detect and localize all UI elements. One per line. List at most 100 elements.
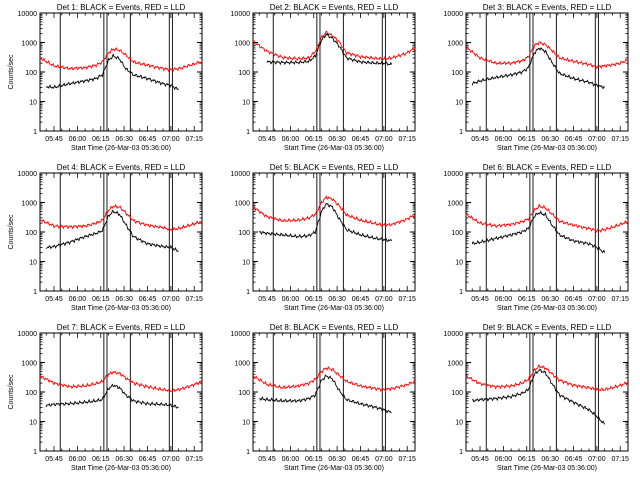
x-tick-label: 06:00 — [495, 136, 513, 143]
x-tick-label: 05:45 — [258, 456, 276, 463]
y-tick-label: 10 — [455, 420, 463, 427]
x-tick-label: 06:45 — [352, 296, 370, 303]
y-tick-label: 1 — [246, 449, 250, 456]
x-axis-label: Start Time (26-Mar-03 05:36:00) — [71, 145, 171, 152]
lld-series-line — [39, 47, 203, 73]
y-tick-label: 1000 — [234, 201, 250, 208]
lld-series-line — [39, 370, 203, 393]
y-tick-label: 100 — [451, 230, 463, 237]
x-tick-label: 06:45 — [565, 456, 583, 463]
x-tick-label: 06:30 — [115, 456, 133, 463]
x-tick-label: 06:30 — [328, 456, 346, 463]
y-tick-label: 1000 — [234, 361, 250, 368]
chart-panel-7: Det 7: BLACK = Events, RED = LLD 1 10 100 10… — [8, 323, 203, 472]
x-tick-label: 07:00 — [375, 456, 393, 463]
x-tick-label: 06:45 — [139, 296, 157, 303]
x-tick-label: 06:45 — [565, 296, 583, 303]
y-tick-label: 1 — [246, 289, 250, 296]
plot-frame — [465, 172, 629, 292]
chart-title: Det 2: BLACK = Events, RED = LLD — [270, 3, 399, 12]
x-tick-label: 06:45 — [565, 136, 583, 143]
y-tick-label: 1 — [459, 449, 463, 456]
x-tick-label: 06:00 — [69, 456, 87, 463]
chart-panel-3: Det 3: BLACK = Events, RED = LLD 1 10 100 10… — [444, 3, 630, 152]
x-tick-label: 06:45 — [139, 456, 157, 463]
x-tick-label: 07:00 — [162, 296, 180, 303]
x-tick-label: 07:15 — [185, 456, 203, 463]
y-tick-label: 10000 — [444, 331, 464, 338]
x-axis-label: Start Time (26-Mar-03 05:36:00) — [284, 305, 384, 312]
x-tick-label: 06:45 — [139, 136, 157, 143]
x-tick-label: 07:00 — [588, 296, 606, 303]
y-tick-label: 10000 — [444, 11, 464, 18]
events-series-line — [471, 368, 606, 425]
chart-title: Det 3: BLACK = Events, RED = LLD — [483, 3, 612, 12]
y-tick-label: 1 — [33, 449, 37, 456]
x-tick-label: 06:15 — [305, 136, 323, 143]
y-tick-label: 10000 — [18, 11, 38, 18]
y-tick-label: 10 — [455, 100, 463, 107]
events-series-line — [471, 210, 606, 254]
y-axis-label: Counts/sec — [8, 214, 15, 250]
x-tick-label: 06:00 — [282, 456, 300, 463]
chart-title: Det 6: BLACK = Events, RED = LLD — [483, 163, 612, 172]
x-tick-label: 07:15 — [185, 296, 203, 303]
y-tick-label: 100 — [451, 70, 463, 77]
chart-title: Det 4: BLACK = Events, RED = LLD — [57, 163, 186, 172]
y-tick-label: 1 — [459, 129, 463, 136]
y-tick-label: 10000 — [18, 171, 38, 178]
x-tick-label: 06:30 — [115, 136, 133, 143]
y-tick-label: 1 — [33, 129, 37, 136]
lld-series-line — [39, 203, 203, 232]
x-tick-label: 07:15 — [398, 456, 416, 463]
x-tick-label: 06:45 — [352, 136, 370, 143]
lld-series-line — [252, 195, 416, 227]
x-tick-label: 05:45 — [258, 136, 276, 143]
y-tick-label: 1000 — [234, 41, 250, 48]
x-tick-label: 06:45 — [352, 456, 370, 463]
chart-panel-1: Det 1: BLACK = Events, RED = LLD 1 10 100 10… — [8, 3, 203, 152]
chart-title: Det 1: BLACK = Events, RED = LLD — [57, 3, 186, 12]
y-tick-label: 100 — [25, 390, 37, 397]
x-axis-label: Start Time (26-Mar-03 05:36:00) — [497, 465, 597, 472]
y-tick-label: 10 — [242, 100, 250, 107]
events-series-line — [259, 374, 392, 414]
x-axis-label: Start Time (26-Mar-03 05:36:00) — [497, 145, 597, 152]
x-tick-label: 05:45 — [45, 456, 63, 463]
x-tick-label: 05:45 — [471, 296, 489, 303]
y-tick-label: 1000 — [447, 361, 463, 368]
chart-panel-2: Det 2: BLACK = Events, RED = LLD 1 10 100 10… — [231, 3, 417, 152]
plot-frame — [252, 172, 416, 292]
x-tick-label: 07:00 — [375, 296, 393, 303]
y-tick-label: 100 — [25, 230, 37, 237]
x-tick-label: 06:00 — [495, 456, 513, 463]
y-tick-label: 10 — [242, 420, 250, 427]
y-tick-label: 1 — [246, 129, 250, 136]
y-tick-label: 1000 — [21, 41, 37, 48]
x-tick-label: 06:15 — [92, 456, 110, 463]
y-tick-label: 100 — [451, 390, 463, 397]
x-tick-label: 07:00 — [162, 456, 180, 463]
chart-title: Det 7: BLACK = Events, RED = LLD — [57, 323, 186, 332]
x-tick-label: 06:15 — [92, 296, 110, 303]
x-tick-label: 07:00 — [162, 136, 180, 143]
chart-panel-6: Det 6: BLACK = Events, RED = LLD 1 10 100 10… — [444, 163, 630, 312]
events-series-line — [45, 383, 179, 409]
x-tick-label: 06:15 — [305, 296, 323, 303]
x-tick-label: 06:30 — [541, 136, 559, 143]
chart-panel-4: Det 4: BLACK = Events, RED = LLD 1 10 100 10… — [8, 163, 203, 312]
y-tick-label: 10 — [242, 260, 250, 267]
x-tick-label: 07:15 — [611, 456, 629, 463]
y-tick-label: 10 — [29, 420, 37, 427]
x-tick-label: 06:15 — [518, 456, 536, 463]
chart-panel-9: Det 9: BLACK = Events, RED = LLD 1 10 100 10… — [444, 323, 630, 472]
chart-panel-5: Det 5: BLACK = Events, RED = LLD 1 10 100 10… — [231, 163, 417, 312]
x-tick-label: 07:00 — [588, 136, 606, 143]
y-tick-label: 10 — [29, 260, 37, 267]
plot-frame — [39, 172, 203, 292]
x-axis-label: Start Time (26-Mar-03 05:36:00) — [71, 305, 171, 312]
x-tick-label: 05:45 — [471, 136, 489, 143]
x-tick-label: 07:15 — [611, 296, 629, 303]
lld-series-line — [465, 41, 629, 70]
x-tick-label: 06:00 — [69, 136, 87, 143]
